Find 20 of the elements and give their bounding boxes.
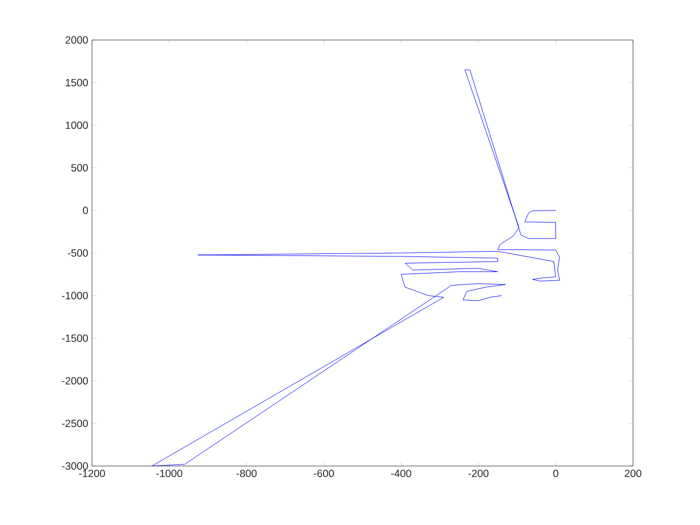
y-tick-label: 1500	[66, 78, 88, 86]
x-tick-label: 200	[624, 470, 642, 478]
x-tick-label: -400	[391, 470, 412, 478]
y-tick-label: -1000	[62, 292, 88, 300]
y-tick-label: 500	[71, 164, 88, 172]
x-tick-label: -1200	[79, 470, 105, 478]
y-tick-label: 2000	[66, 36, 88, 44]
y-tick-label: -500	[68, 249, 88, 257]
y-tick-label: -1500	[62, 334, 88, 342]
x-tick-label: -200	[468, 470, 488, 478]
y-tick-label: 1000	[66, 122, 88, 129]
y-tick-label: -2000	[62, 377, 88, 385]
x-tick-label: -600	[314, 470, 334, 478]
y-tick-label: -2500	[62, 420, 88, 428]
x-tick-label: 0	[553, 470, 558, 478]
y-tick-label: 0	[82, 206, 88, 214]
x-tick-label: -1000	[156, 470, 182, 478]
y-tick-label: -3000	[62, 462, 88, 470]
line-series	[152, 70, 560, 466]
x-tick-label: -800	[236, 470, 257, 478]
